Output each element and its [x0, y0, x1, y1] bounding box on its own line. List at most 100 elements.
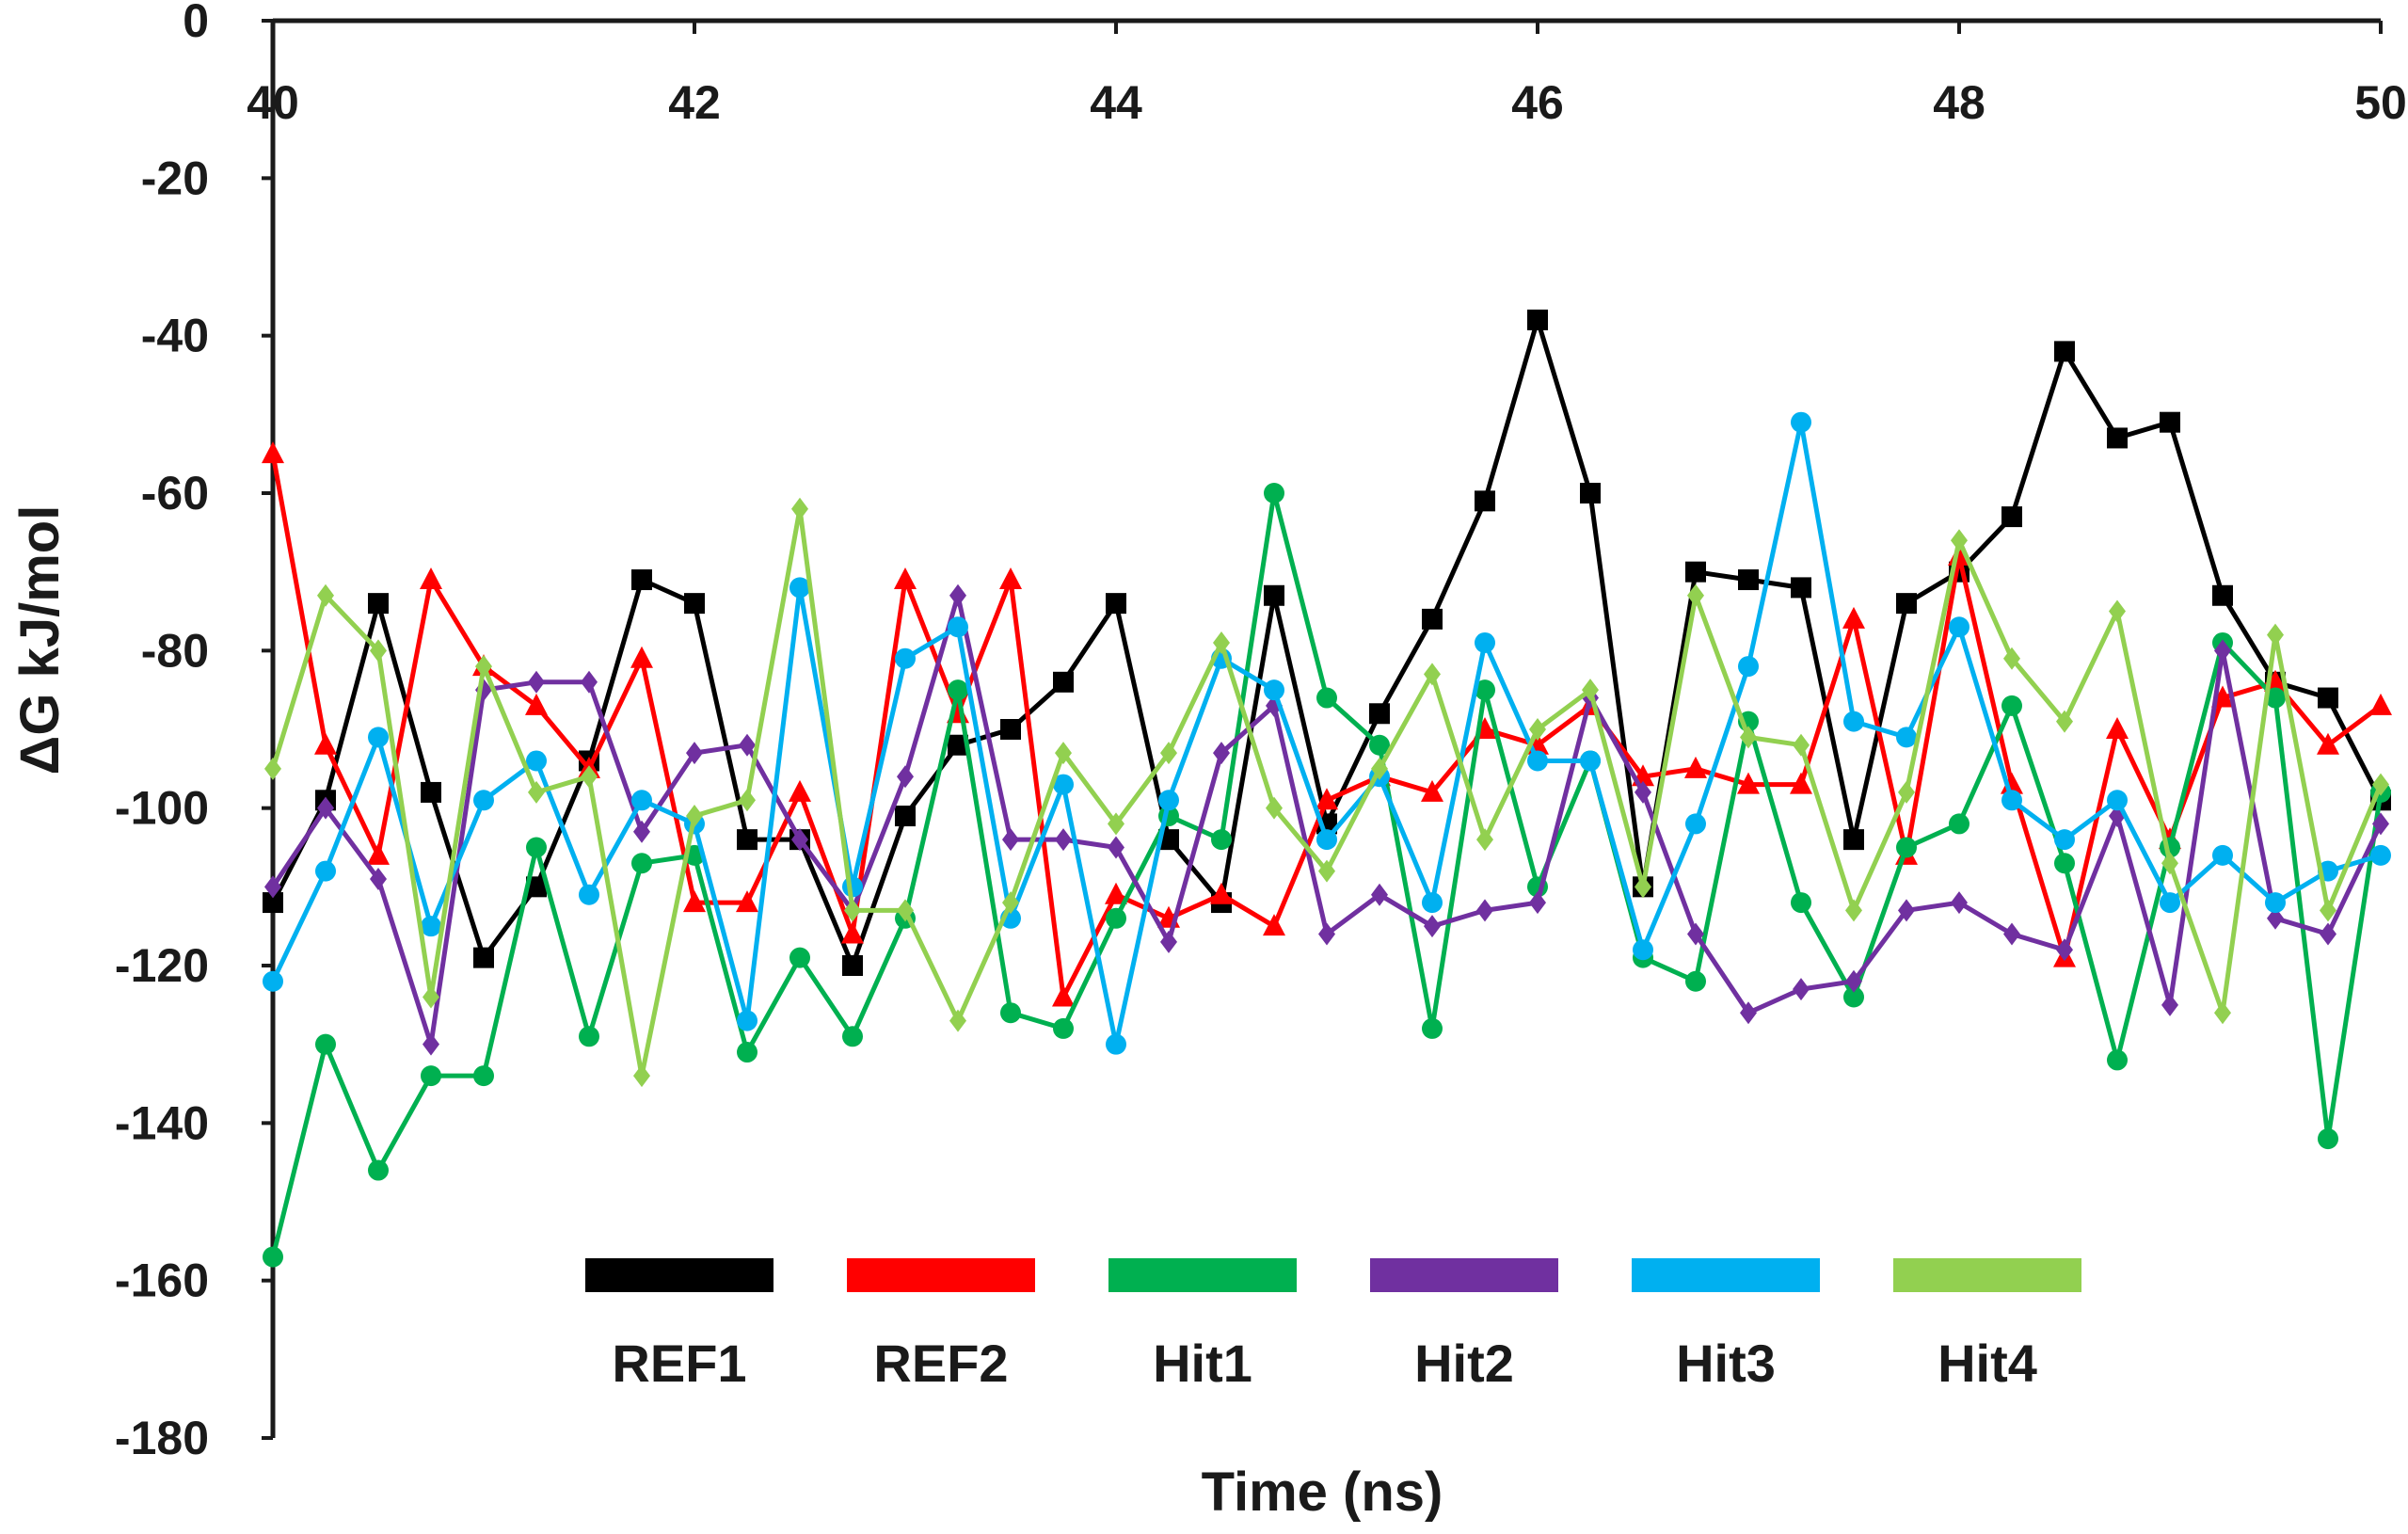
data-point [739, 733, 756, 757]
data-point [789, 947, 810, 968]
data-point [2107, 427, 2128, 449]
data-point [736, 890, 758, 913]
y-tick-label: -80 [141, 624, 209, 677]
data-point [1106, 907, 1126, 929]
data-point [1053, 671, 1074, 693]
data-point [844, 899, 861, 922]
legend-item-hit2: Hit2 [1370, 1258, 1558, 1393]
data-point [1318, 922, 1335, 946]
data-point [2320, 899, 2336, 922]
data-point [2003, 922, 2020, 946]
data-point [2056, 710, 2073, 733]
data-point [367, 842, 390, 865]
data-point [2214, 639, 2231, 663]
data-point [2318, 687, 2338, 709]
data-point [2317, 732, 2339, 755]
data-point [949, 1009, 966, 1032]
series-hit3 [263, 411, 2391, 1055]
data-point [1898, 780, 1915, 804]
legend-label: Hit3 [1676, 1334, 1776, 1393]
data-point [1842, 606, 1865, 629]
legend-label: Hit4 [1938, 1334, 2037, 1393]
data-point [1580, 483, 1601, 503]
data-point [1106, 1033, 1126, 1055]
data-point [2212, 584, 2233, 606]
data-point [789, 577, 810, 599]
data-point [1052, 984, 1075, 1007]
y-tick-label: -160 [115, 1254, 209, 1307]
data-point [1685, 561, 1706, 583]
data-point [1793, 978, 1810, 1001]
data-point [473, 790, 494, 811]
data-point [999, 567, 1022, 590]
data-point [1371, 883, 1388, 906]
data-point [1000, 1002, 1021, 1024]
data-point [526, 750, 547, 772]
data-point [686, 805, 703, 828]
data-point [1580, 750, 1601, 772]
data-point [1529, 891, 1546, 915]
data-point [842, 1026, 863, 1047]
data-point [1684, 756, 1707, 778]
data-point [1896, 727, 1917, 748]
data-point [1529, 718, 1546, 741]
data-point [791, 828, 808, 852]
data-point [1738, 569, 1759, 591]
data-point [317, 583, 334, 607]
series-hit4 [264, 497, 2389, 1088]
data-point [1316, 788, 1338, 810]
data-point [895, 647, 916, 669]
x-tick-label: 48 [1933, 76, 1985, 129]
data-point [1475, 490, 1495, 512]
data-point [423, 1032, 439, 1056]
data-point [1266, 796, 1283, 820]
data-point [264, 875, 281, 899]
legend-item-ref1: REF1 [585, 1258, 773, 1393]
data-point [1949, 813, 1969, 835]
data-point [2369, 693, 2392, 715]
data-point [1053, 774, 1074, 795]
data-point [581, 670, 598, 694]
data-point [1055, 742, 1072, 765]
data-point [1053, 1017, 1074, 1039]
data-point [791, 497, 808, 520]
data-point [1316, 829, 1337, 851]
data-point [631, 569, 652, 591]
legend: REF1 REF2 Hit1 Hit2 Hit3 Hit4 [585, 1258, 2081, 1393]
data-point [2056, 938, 2073, 962]
data-point [2372, 812, 2389, 836]
data-point [1896, 593, 1917, 615]
data-point [1264, 679, 1284, 701]
series-hit2 [264, 583, 2389, 1056]
data-point [2267, 623, 2284, 647]
data-point [737, 1010, 757, 1031]
data-point [263, 1246, 283, 1268]
series-ref2 [262, 441, 2392, 1007]
y-tick-label: 0 [183, 0, 209, 47]
data-point [1264, 483, 1284, 503]
data-point [421, 916, 441, 937]
data-point [421, 781, 441, 803]
data-point [1105, 882, 1127, 904]
x-tick-label: 44 [1090, 76, 1142, 129]
legend-label: REF1 [612, 1334, 746, 1393]
x-tick-label: 42 [668, 76, 721, 129]
data-point [2054, 341, 2075, 362]
data-point [1475, 631, 1495, 653]
data-point [948, 734, 968, 756]
data-point [1635, 875, 1651, 899]
data-point [2107, 790, 2128, 811]
data-point [789, 779, 811, 802]
y-tick-label: -180 [115, 1412, 209, 1464]
data-point [2001, 506, 2022, 528]
data-point [579, 884, 599, 905]
data-point [631, 853, 652, 874]
data-point [1106, 593, 1126, 615]
x-tick-label: 46 [1511, 76, 1564, 129]
data-point [2001, 695, 2022, 716]
data-point [1685, 970, 1706, 992]
data-point [1369, 734, 1390, 756]
legend-label: Hit2 [1414, 1334, 1514, 1393]
data-point [370, 639, 387, 663]
legend-swatch [1893, 1258, 2081, 1292]
